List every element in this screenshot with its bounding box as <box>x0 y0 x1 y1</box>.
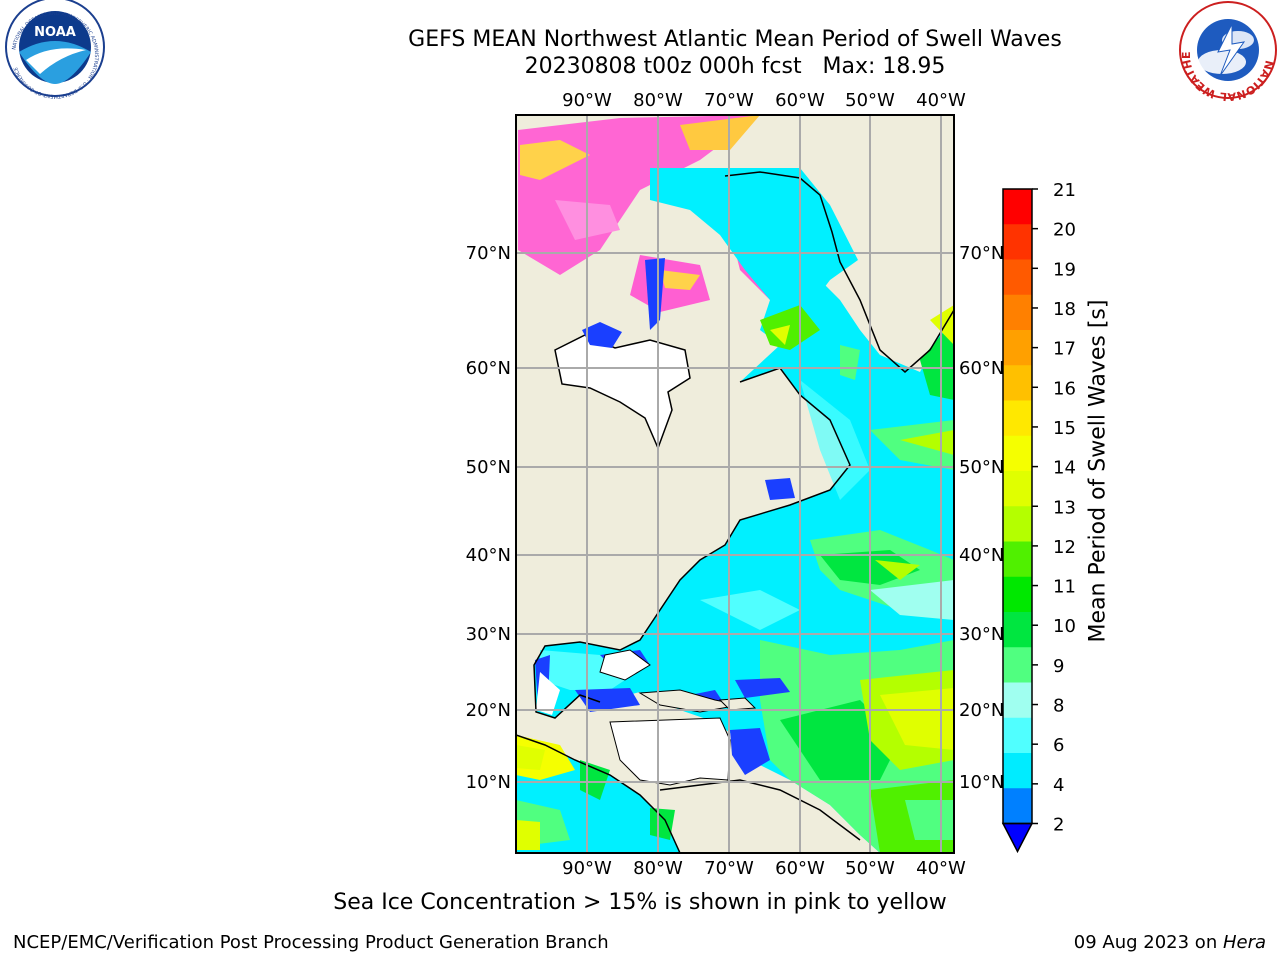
lat-label: 40°N <box>959 545 1004 566</box>
colorbar-tick-label: 13 <box>1053 497 1076 518</box>
colorbar-swatch <box>1003 294 1032 331</box>
lon-label: 60°W <box>775 90 825 111</box>
map-frame <box>515 114 955 854</box>
colorbar-tick-label: 11 <box>1053 577 1076 598</box>
lat-labels-left: 70°N 60°N 50°N 40°N 30°N 20°N 10°N <box>466 243 511 793</box>
lon-labels-top: 90°W 80°W 70°W 60°W 50°W 40°W <box>562 90 966 111</box>
colorbar-swatch <box>1003 189 1032 225</box>
lon-label: 80°W <box>633 858 683 879</box>
lat-label: 10°N <box>466 772 511 793</box>
lat-label: 30°N <box>466 624 511 645</box>
colorbar-swatch <box>1003 682 1032 719</box>
footer-date: 09 Aug 2023 on Hera <box>1074 932 1266 953</box>
colorbar-title: Mean Period of Swell Waves [s] <box>1085 299 1111 643</box>
colorbar: 21 20 19 18 17 16 15 14 13 12 11 10 9 8 6 4 2 <box>1001 180 1076 854</box>
colorbar-swatch <box>1003 541 1032 578</box>
colorbar-swatch <box>1003 365 1032 401</box>
nws-logo: NATIONAL WEATHER SERVICE <box>0 0 1277 103</box>
chart-title-line1: GEFS MEAN Northwest Atlantic Mean Period… <box>408 27 1062 52</box>
lat-label: 70°N <box>466 243 511 264</box>
colorbar-tick-label: 16 <box>1053 378 1076 399</box>
colorbar-tick-label: 17 <box>1053 339 1076 360</box>
colorbar-swatch <box>1003 612 1032 648</box>
colorbar-tick-label: 2 <box>1053 815 1064 836</box>
colorbar-swatch <box>1003 717 1032 754</box>
lon-label: 90°W <box>562 90 612 111</box>
map-panel <box>516 115 954 853</box>
graticule <box>516 115 954 853</box>
lon-label: 70°W <box>704 90 754 111</box>
colorbar-tick-label: 6 <box>1053 735 1064 756</box>
colorbar-swatch <box>1003 506 1032 542</box>
colorbar-tick-label: 14 <box>1053 458 1076 479</box>
lat-label: 40°N <box>466 545 511 566</box>
footer-credit: NCEP/EMC/Verification Post Processing Pr… <box>13 932 609 953</box>
noaa-logo: NOAA NATIONAL OCEANIC AND ATMOSPHERIC AD… <box>5 0 105 99</box>
colorbar-tick-label: 20 <box>1053 220 1076 241</box>
colorbar-swatch <box>1003 400 1032 437</box>
lon-label: 90°W <box>562 858 612 879</box>
chart-title-line2: 20230808 t00z 000h fcst Max: 18.95 <box>524 54 946 79</box>
lat-label: 50°N <box>466 457 511 478</box>
lat-label: 30°N <box>959 624 1004 645</box>
colorbar-swatch <box>1003 435 1032 472</box>
colorbar-swatch <box>1003 471 1032 507</box>
colorbar-tick-label: 18 <box>1053 299 1076 320</box>
svg-text:NATIONAL WEATHER SERVICE: NATIONAL WEATHER SERVICE <box>0 0 1276 103</box>
baffin-bay <box>650 168 858 345</box>
lat-labels-right: 70°N 60°N 50°N 40°N 30°N 20°N 10°N <box>959 243 1004 793</box>
colorbar-tick-label: 4 <box>1053 775 1064 796</box>
colorbar-tick-label: 21 <box>1053 180 1076 201</box>
colorbar-extend-arrow <box>1001 822 1034 854</box>
colorbar-tick-label: 10 <box>1053 616 1076 637</box>
colorbar-tick-label: 15 <box>1053 418 1076 439</box>
footer-host: Hera <box>1222 932 1266 953</box>
caribbean-blank <box>609 717 731 786</box>
lon-label: 70°W <box>704 858 754 879</box>
sea-ice-caption: Sea Ice Concentration > 15% is shown in … <box>333 890 947 915</box>
lat-label: 50°N <box>959 457 1004 478</box>
lat-label: 60°N <box>466 358 511 379</box>
lat-label: 10°N <box>959 772 1004 793</box>
lon-label: 60°W <box>775 858 825 879</box>
colorbar-tick-label: 9 <box>1053 656 1064 677</box>
lon-label: 50°W <box>845 858 895 879</box>
lon-label: 40°W <box>916 90 966 111</box>
colorbar-swatch <box>1003 330 1032 366</box>
colorbar-swatch <box>1003 647 1032 683</box>
lon-label: 50°W <box>845 90 895 111</box>
colorbar-swatch <box>1003 753 1032 789</box>
lat-label: 20°N <box>466 700 511 721</box>
colorbar-swatch <box>1003 259 1032 296</box>
lat-label: 70°N <box>959 243 1004 264</box>
colorbar-tick-label: 12 <box>1053 537 1076 558</box>
noaa-logo-text: NOAA <box>34 25 76 40</box>
lat-label: 20°N <box>959 700 1004 721</box>
colorbar-tick-label: 8 <box>1053 696 1064 717</box>
lon-label: 80°W <box>633 90 683 111</box>
colorbar-swatch <box>1003 224 1032 260</box>
hudson-bay <box>554 334 691 451</box>
lat-label: 60°N <box>959 358 1004 379</box>
nws-ring-text: NATIONAL WEATHER SERVICE <box>0 0 1276 103</box>
colorbar-swatch <box>1003 788 1032 824</box>
colorbar-tick-label: 19 <box>1053 259 1076 280</box>
lon-label: 40°W <box>916 858 966 879</box>
footer-date-text: 09 Aug 2023 on <box>1073 932 1223 953</box>
colorbar-swatch <box>1003 576 1032 613</box>
lon-labels-bottom: 90°W 80°W 70°W 60°W 50°W 40°W <box>562 858 966 879</box>
